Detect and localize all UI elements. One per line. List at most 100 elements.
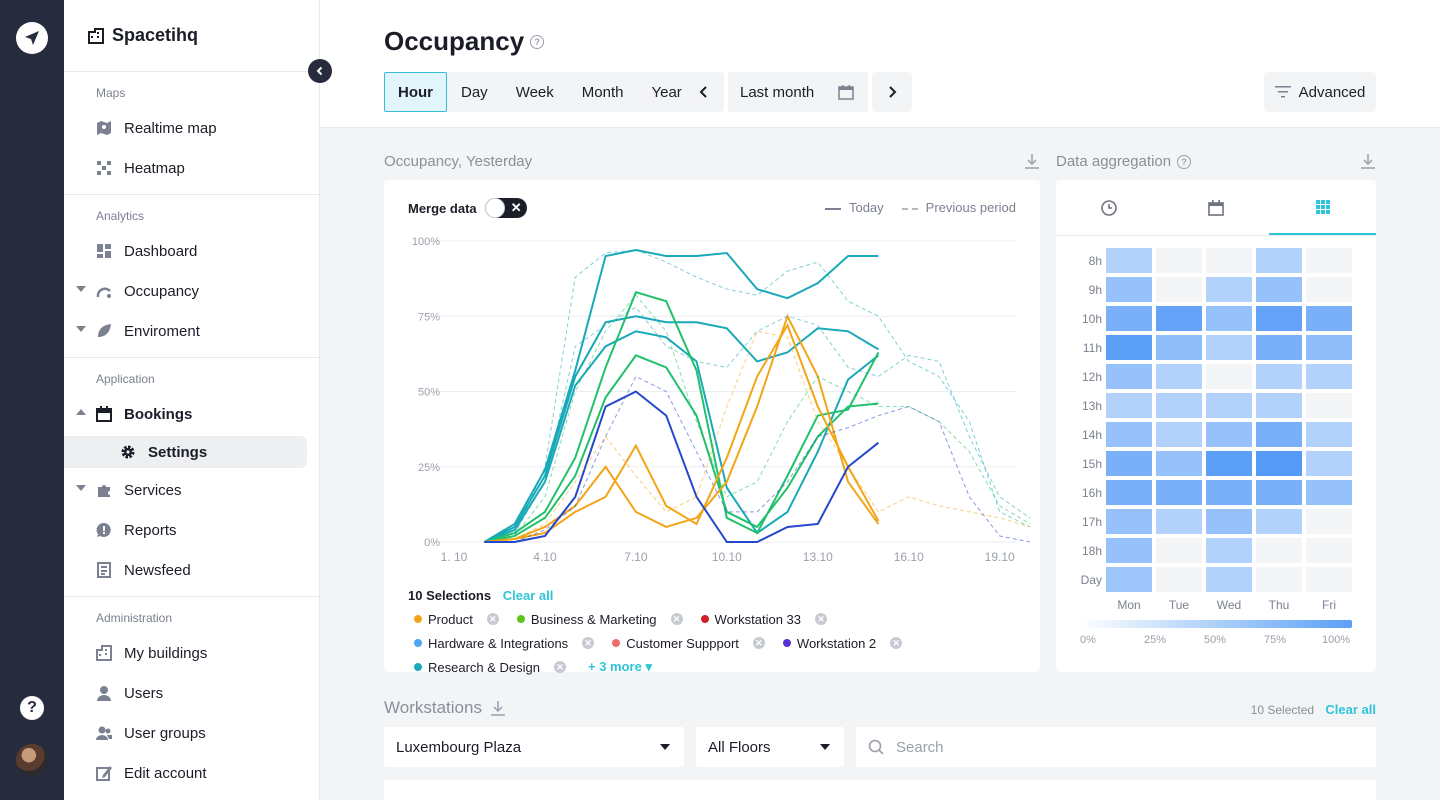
heatmap-cell[interactable] xyxy=(1306,277,1352,302)
heatmap-cell[interactable] xyxy=(1156,567,1202,592)
sidebar-item-users[interactable]: Users xyxy=(64,673,319,713)
remove-chip-icon[interactable]: ✕ xyxy=(752,637,765,649)
remove-chip-icon[interactable]: ✕ xyxy=(815,613,828,625)
remove-chip-icon[interactable]: ✕ xyxy=(582,637,595,649)
sidebar-item-my-buildings[interactable]: My buildings xyxy=(64,633,319,673)
show-more-chips-link[interactable]: + 3 more ▾ xyxy=(588,659,652,674)
download-icon[interactable] xyxy=(1360,153,1376,169)
sidebar-item-dashboard[interactable]: Dashboard xyxy=(64,231,319,271)
heatmap-cell[interactable] xyxy=(1256,509,1302,534)
heatmap-cell[interactable] xyxy=(1156,277,1202,302)
remove-chip-icon[interactable]: ✕ xyxy=(554,661,566,673)
heatmap-cell[interactable] xyxy=(1156,335,1202,360)
heatmap-cell[interactable] xyxy=(1156,248,1202,273)
heatmap-cell[interactable] xyxy=(1306,480,1352,505)
heatmap-cell[interactable] xyxy=(1106,364,1152,389)
heatmap-cell[interactable] xyxy=(1256,364,1302,389)
heatmap-cell[interactable] xyxy=(1106,393,1152,418)
heatmap-cell[interactable] xyxy=(1306,567,1352,592)
heatmap-cell[interactable] xyxy=(1106,335,1152,360)
sidebar-item-realtime-map[interactable]: Realtime map xyxy=(64,108,319,148)
advanced-filter-button[interactable]: Advanced xyxy=(1264,72,1376,112)
previous-range-button[interactable] xyxy=(684,72,724,112)
sidebar-item-user-groups[interactable]: User groups xyxy=(64,713,319,753)
period-hour-button[interactable]: Hour xyxy=(384,72,447,112)
heatmap-cell[interactable] xyxy=(1256,248,1302,273)
heatmap-cell[interactable] xyxy=(1306,509,1352,534)
tab-grid[interactable] xyxy=(1269,180,1377,235)
sidebar-item-enviroment[interactable]: Enviroment xyxy=(64,311,319,351)
heatmap-cell[interactable] xyxy=(1106,422,1152,447)
heatmap-cell[interactable] xyxy=(1206,277,1252,302)
heatmap-cell[interactable] xyxy=(1156,451,1202,476)
heatmap-cell[interactable] xyxy=(1206,393,1252,418)
heatmap-cell[interactable] xyxy=(1206,480,1252,505)
expand-caret-icon[interactable] xyxy=(76,326,86,332)
heatmap-cell[interactable] xyxy=(1306,422,1352,447)
heatmap-cell[interactable] xyxy=(1206,335,1252,360)
heatmap-cell[interactable] xyxy=(1156,480,1202,505)
heatmap-cell[interactable] xyxy=(1106,480,1152,505)
heatmap-cell[interactable] xyxy=(1106,306,1152,331)
period-year-button[interactable]: Year xyxy=(651,83,682,101)
info-icon[interactable]: ? xyxy=(1177,154,1192,169)
workstation-search-input[interactable]: Search xyxy=(856,727,1376,767)
heatmap-cell[interactable] xyxy=(1106,451,1152,476)
period-month-button[interactable]: Month xyxy=(581,83,624,101)
heatmap-cell[interactable] xyxy=(1256,277,1302,302)
heatmap-cell[interactable] xyxy=(1256,538,1302,563)
tab-calendar[interactable] xyxy=(1163,180,1270,235)
heatmap-cell[interactable] xyxy=(1256,480,1302,505)
building-select[interactable]: Luxembourg Plaza xyxy=(384,727,684,767)
heatmap-cell[interactable] xyxy=(1306,335,1352,360)
merge-data-toggle[interactable]: ✕ xyxy=(484,198,527,218)
date-range-picker[interactable]: Last month xyxy=(728,72,868,112)
heatmap-cell[interactable] xyxy=(1206,538,1252,563)
period-day-button[interactable]: Day xyxy=(461,83,488,101)
app-logo-icon[interactable] xyxy=(16,22,48,54)
expand-caret-icon[interactable] xyxy=(76,286,86,292)
sidebar-item-settings[interactable]: Settings xyxy=(64,436,307,468)
collapse-caret-icon[interactable] xyxy=(76,409,86,415)
heatmap-cell[interactable] xyxy=(1106,509,1152,534)
heatmap-cell[interactable] xyxy=(1206,509,1252,534)
heatmap-cell[interactable] xyxy=(1206,306,1252,331)
remove-chip-icon[interactable]: ✕ xyxy=(670,613,683,625)
heatmap-cell[interactable] xyxy=(1256,451,1302,476)
heatmap-cell[interactable] xyxy=(1306,364,1352,389)
avatar[interactable] xyxy=(16,744,48,776)
heatmap-cell[interactable] xyxy=(1306,306,1352,331)
heatmap-cell[interactable] xyxy=(1106,538,1152,563)
heatmap-cell[interactable] xyxy=(1306,393,1352,418)
expand-caret-icon[interactable] xyxy=(76,485,86,491)
sidebar-item-occupancy[interactable]: Occupancy xyxy=(64,271,319,311)
heatmap-cell[interactable] xyxy=(1306,538,1352,563)
heatmap-cell[interactable] xyxy=(1206,451,1252,476)
download-icon[interactable] xyxy=(490,700,506,716)
remove-chip-icon[interactable]: ✕ xyxy=(486,613,499,625)
floor-select[interactable]: All Floors xyxy=(696,727,844,767)
sidebar-item-reports[interactable]: Reports xyxy=(64,510,319,550)
heatmap-cell[interactable] xyxy=(1256,393,1302,418)
sidebar-item-heatmap[interactable]: Heatmap xyxy=(64,148,319,188)
clear-all-workstations-link[interactable]: Clear all xyxy=(1325,702,1376,717)
heatmap-cell[interactable] xyxy=(1156,538,1202,563)
heatmap-cell[interactable] xyxy=(1306,248,1352,273)
period-week-button[interactable]: Week xyxy=(515,83,554,101)
heatmap-cell[interactable] xyxy=(1156,364,1202,389)
clear-all-selections-link[interactable]: Clear all xyxy=(502,588,554,603)
heatmap-cell[interactable] xyxy=(1256,422,1302,447)
heatmap-cell[interactable] xyxy=(1156,393,1202,418)
heatmap-cell[interactable] xyxy=(1106,567,1152,592)
remove-chip-icon[interactable]: ✕ xyxy=(890,637,903,649)
heatmap-cell[interactable] xyxy=(1106,277,1152,302)
help-icon[interactable]: ? xyxy=(20,696,44,720)
heatmap-cell[interactable] xyxy=(1256,567,1302,592)
heatmap-cell[interactable] xyxy=(1156,509,1202,534)
heatmap-cell[interactable] xyxy=(1256,335,1302,360)
heatmap-cell[interactable] xyxy=(1206,422,1252,447)
info-icon[interactable]: ? xyxy=(530,34,545,49)
heatmap-cell[interactable] xyxy=(1256,306,1302,331)
sidebar-item-edit-account[interactable]: Edit account xyxy=(64,753,319,793)
heatmap-cell[interactable] xyxy=(1206,364,1252,389)
